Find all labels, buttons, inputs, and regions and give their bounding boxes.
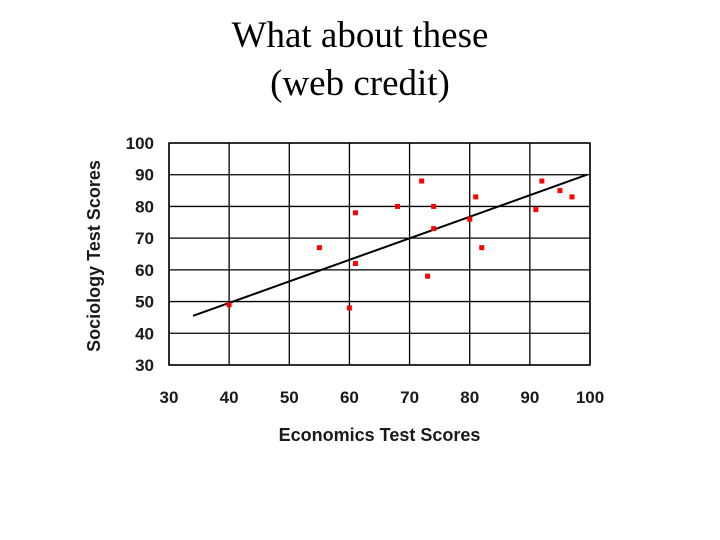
- slide-title-line-1: What about these: [231, 15, 489, 56]
- x-tick-label: 70: [400, 388, 419, 407]
- data-point: [431, 226, 437, 232]
- data-point: [533, 207, 539, 213]
- x-tick-label: 60: [340, 388, 359, 407]
- data-point: [419, 178, 425, 184]
- grid: [168, 142, 591, 366]
- x-tick-label: 90: [520, 388, 539, 407]
- data-point: [395, 203, 401, 209]
- data-point: [479, 245, 485, 251]
- data-point: [352, 261, 358, 267]
- y-tick-label: 60: [135, 261, 154, 280]
- data-point: [431, 203, 437, 209]
- y-tick-label: 70: [135, 229, 154, 248]
- y-tick-label: 50: [135, 293, 154, 312]
- data-point: [316, 245, 322, 251]
- y-tick-label: 80: [135, 197, 154, 216]
- data-point: [352, 210, 358, 216]
- data-point: [539, 178, 545, 184]
- data-point: [473, 194, 479, 200]
- slide-title-line-2: (web credit): [270, 63, 450, 104]
- data-point: [226, 302, 232, 308]
- data-point: [467, 216, 473, 222]
- x-tick-label: 100: [576, 388, 604, 407]
- trend-line: [192, 173, 588, 317]
- x-axis-label: Economics Test Scores: [279, 425, 481, 445]
- data-point: [569, 194, 575, 200]
- y-tick-label: 40: [135, 324, 154, 343]
- x-axis-ticks: 30 40 50 60 70 80 90 100: [160, 388, 605, 407]
- y-axis-label: Sociology Test Scores: [84, 160, 104, 352]
- data-points: [226, 178, 575, 311]
- x-tick-label: 80: [460, 388, 479, 407]
- x-tick-label: 40: [220, 388, 239, 407]
- x-tick-label: 50: [280, 388, 299, 407]
- y-tick-label: 30: [135, 356, 154, 375]
- data-point: [346, 305, 352, 311]
- y-axis-ticks: 30 40 50 60 70 80 90 100: [126, 134, 154, 375]
- plot-frame: [168, 142, 591, 366]
- data-point: [557, 188, 563, 194]
- x-tick-label: 30: [160, 388, 179, 407]
- y-tick-label: 90: [135, 166, 154, 185]
- data-point: [425, 273, 431, 279]
- slide-title: What about these (web credit): [0, 12, 720, 108]
- y-tick-label: 100: [126, 134, 154, 153]
